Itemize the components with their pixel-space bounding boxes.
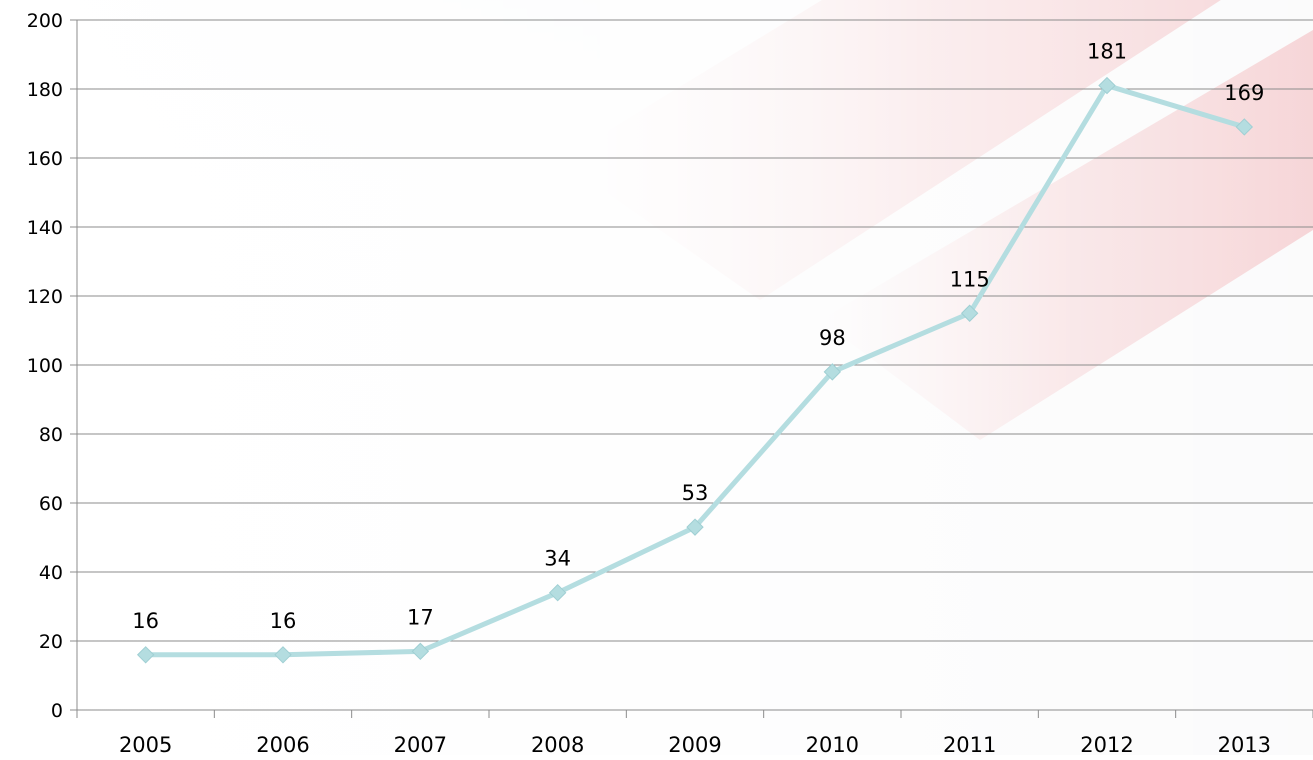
data-label-2005: 16 [132, 609, 159, 633]
data-label-2008: 34 [544, 547, 571, 571]
data-point-2006 [274, 646, 292, 664]
axes [70, 19, 1313, 718]
data-label-2007: 17 [407, 605, 434, 629]
data-point-2011 [960, 304, 979, 322]
x-axis-tick-labels: 2005 2006 2007 2008 2009 2010 2011 2012 2013 [119, 733, 1271, 757]
x-tick-label-2007: 2007 [394, 733, 447, 755]
x-tick-label-2009: 2009 [668, 733, 721, 755]
y-axis-tick-labels: 0 20 40 60 80 100 120 140 160 180 200 [27, 10, 63, 722]
y-tick-label: 0 [51, 700, 63, 722]
x-tick-label-2013: 2013 [1218, 733, 1271, 755]
x-tick-label-2010: 2010 [806, 733, 859, 755]
data-markers [136, 76, 1254, 664]
x-tick-label-2006: 2006 [256, 733, 309, 755]
data-point-2009 [686, 518, 704, 536]
x-tick-label-2008: 2008 [531, 733, 584, 755]
y-tick-label: 60 [39, 493, 63, 515]
data-labels: 16 16 17 34 53 98 115 181 169 [132, 40, 1264, 633]
y-tick-label: 120 [27, 286, 63, 308]
data-point-2007 [411, 642, 430, 661]
y-tick-label: 200 [27, 10, 63, 32]
data-point-2005 [136, 646, 155, 664]
y-tick-label: 20 [39, 631, 63, 653]
y-tick-label: 100 [27, 355, 63, 377]
x-tick-label-2012: 2012 [1080, 733, 1133, 755]
data-label-2009: 53 [682, 481, 709, 505]
y-tick-label: 180 [27, 79, 63, 101]
data-label-2010: 98 [819, 326, 846, 350]
data-point-2010 [823, 363, 842, 381]
y-tick-label: 40 [39, 562, 63, 584]
gridlines [77, 19, 1313, 642]
data-label-2013: 169 [1224, 81, 1264, 105]
x-tick-label-2005: 2005 [119, 733, 172, 755]
x-tick-label-2011: 2011 [943, 733, 996, 755]
data-point-2013 [1235, 118, 1254, 136]
data-point-2008 [548, 583, 567, 602]
data-label-2006: 16 [270, 609, 297, 633]
y-tick-label: 80 [39, 424, 63, 446]
data-label-2011: 115 [950, 267, 990, 291]
y-tick-label: 140 [27, 217, 63, 239]
y-tick-label: 160 [27, 148, 63, 170]
data-point-2012 [1098, 76, 1116, 95]
data-label-2012: 181 [1087, 40, 1127, 64]
